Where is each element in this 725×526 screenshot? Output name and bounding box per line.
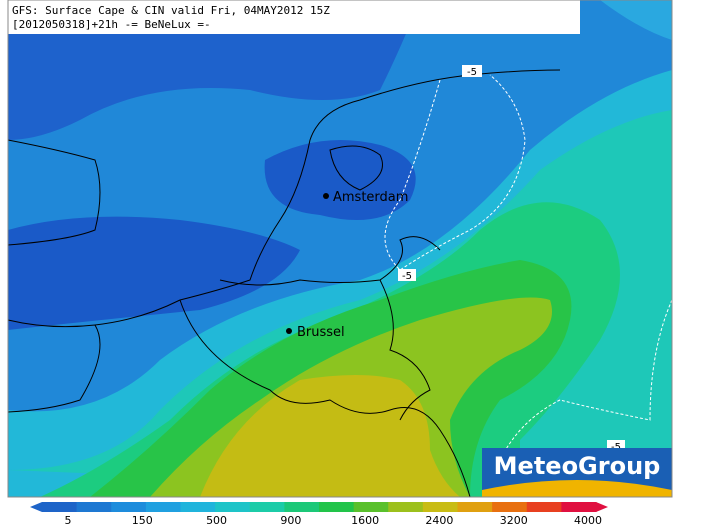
colorbar-swatch <box>526 502 562 512</box>
colorbar-swatch <box>111 502 147 512</box>
logo-text: MeteoGroup <box>494 452 661 480</box>
colorbar-swatch <box>180 502 216 512</box>
coastline-uk <box>7 139 101 246</box>
header-line: GFS: Surface Cape & CIN valid Fri, 04MAY… <box>12 4 330 17</box>
colorbar-swatch <box>42 502 78 512</box>
colorbar-arrow <box>596 502 608 512</box>
field-darkblue-nl <box>264 140 416 220</box>
field-olive <box>200 375 460 497</box>
colorbar-label: 5 <box>65 514 72 526</box>
coastlines-borders <box>7 69 561 498</box>
colorbar-swatch <box>284 502 320 512</box>
colorbar-swatch <box>249 502 285 512</box>
coastline-ijssel <box>329 145 383 191</box>
city-label: Amsterdam <box>333 190 408 205</box>
colorbar-label: 3200 <box>500 514 528 526</box>
contour-label-box <box>462 65 482 77</box>
colorbar-label: 4000 <box>574 514 602 526</box>
colorbar-swatch <box>145 502 181 512</box>
colorbar-swatch <box>319 502 355 512</box>
colorbar-swatch <box>561 502 597 512</box>
colorbar-label: 500 <box>206 514 227 526</box>
colorbar-label: 150 <box>132 514 153 526</box>
contour-label: -5 <box>402 271 412 282</box>
coastline-fr <box>7 319 101 413</box>
border-be-fr <box>179 299 471 498</box>
colorbar-label: 1600 <box>351 514 379 526</box>
city-dot <box>286 328 292 334</box>
colorbar-label: 900 <box>280 514 301 526</box>
field-darkblue-north <box>8 0 420 140</box>
map-field <box>8 0 672 497</box>
colorbar-swatch <box>492 502 528 512</box>
city-label: Brussel <box>297 325 345 340</box>
colorbar-swatch <box>388 502 424 512</box>
contour-label-box <box>398 269 416 281</box>
city-dot <box>323 193 329 199</box>
border-nl-be <box>219 236 441 286</box>
colorbar-swatch <box>422 502 458 512</box>
header-box <box>8 0 580 34</box>
colorbar-swatch <box>457 502 493 512</box>
colorbar-arrow <box>30 502 42 512</box>
contour-label: -5 <box>611 442 621 453</box>
colorbar-swatch <box>353 502 389 512</box>
logo-swoosh <box>482 480 672 497</box>
map-frame <box>7 0 673 498</box>
colorbar-swatch <box>215 502 251 512</box>
contour-label: -5 <box>467 67 477 78</box>
field-ne <box>600 0 672 40</box>
colorbar: 5 150 500 900 1600 2400 3200 4000 <box>30 502 608 526</box>
field-darkblue-sea <box>8 216 300 330</box>
colorbar-label: 2400 <box>425 514 453 526</box>
colorbar-swatch <box>76 502 112 512</box>
header-line: [2012050318]+21h -= BeNeLux =- <box>12 18 211 31</box>
border-be-de <box>379 279 431 421</box>
